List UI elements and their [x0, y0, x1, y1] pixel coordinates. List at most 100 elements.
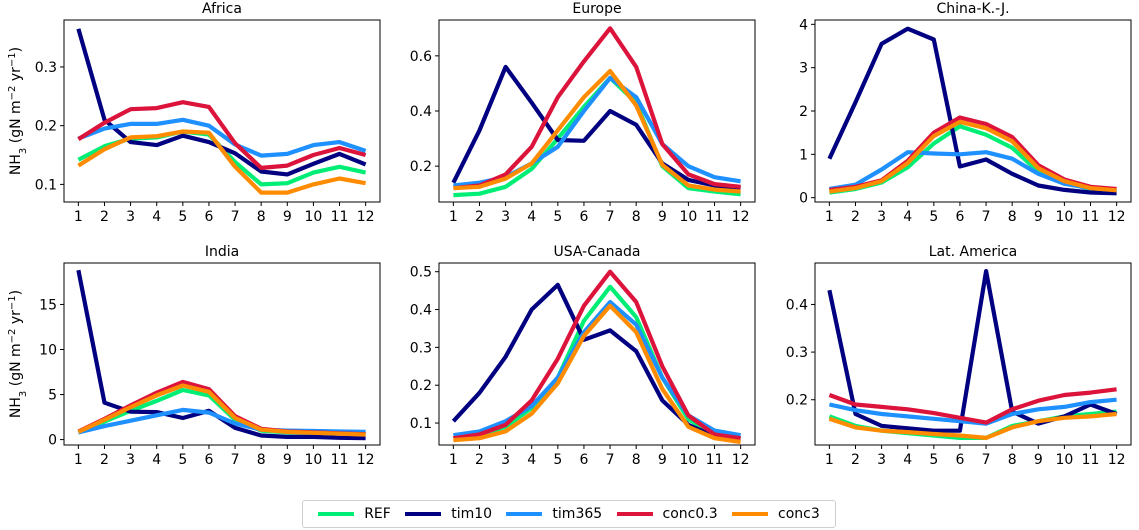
- y-tick-label-china-k-j-4: 4: [799, 17, 808, 33]
- x-tick-label-africa-6: 6: [204, 209, 213, 225]
- x-tick-label-china-k-j-4: 4: [903, 209, 912, 225]
- y-tick-label-china-k-j-0: 0: [799, 191, 808, 207]
- x-tick-label-china-k-j-9: 9: [1034, 209, 1043, 225]
- x-tick-label-lat-america-3: 3: [877, 452, 886, 468]
- x-tick-label-africa-3: 3: [126, 209, 135, 225]
- x-tick-label-africa-10: 10: [304, 209, 322, 225]
- y-axis-label-africa-superscript-7: −1: [7, 52, 18, 67]
- legend-item-tim365: tim365: [506, 506, 602, 522]
- x-tick-label-usa-canada-8: 8: [632, 452, 641, 468]
- x-tick-label-usa-canada-7: 7: [606, 452, 615, 468]
- panel-title-india: India: [205, 244, 239, 260]
- legend-swatch-conc0.3: [616, 512, 653, 516]
- y-axis-label-india-part-9: ): [8, 290, 24, 295]
- x-tick-label-usa-canada-6: 6: [579, 452, 588, 468]
- panel-title-usa-canada: USA-Canada: [554, 244, 641, 260]
- x-tick-label-lat-america-8: 8: [1008, 452, 1017, 468]
- series-line-lat-america-conc3: [828, 411, 1117, 440]
- x-tick-label-china-k-j-11: 11: [1082, 209, 1100, 225]
- plot-frame-india: [63, 262, 381, 446]
- y-axis-label-africa-part-3: (gN m: [8, 100, 24, 147]
- x-tick-label-africa-1: 1: [74, 209, 83, 225]
- y-tick-label-europe-0: 0.2: [410, 159, 432, 175]
- x-tick-label-africa-5: 5: [178, 209, 187, 225]
- series-line-usa-canada-conc0-3: [453, 269, 741, 441]
- y-tick-label-china-k-j-1: 1: [799, 147, 808, 163]
- x-tick-label-usa-canada-1: 1: [449, 452, 458, 468]
- y-tick-label-africa-1: 0.2: [35, 119, 57, 135]
- y-tick-label-china-k-j-2: 2: [799, 104, 808, 120]
- x-tick-label-africa-4: 4: [152, 209, 161, 225]
- x-tick-label-china-k-j-5: 5: [929, 209, 938, 225]
- x-tick-label-india-3: 3: [126, 452, 135, 468]
- series-line-lat-america-tim365: [828, 397, 1117, 426]
- plot-frame-lat-america: [814, 262, 1132, 446]
- x-tick-label-china-k-j-8: 8: [1008, 209, 1017, 225]
- series-line-europe-conc3: [453, 68, 741, 194]
- x-tick-label-lat-america-4: 4: [903, 452, 912, 468]
- panel-title-africa: Africa: [202, 1, 242, 17]
- y-tick-label-india-3: 15: [39, 297, 57, 313]
- y-tick-label-africa-2: 0.3: [35, 60, 57, 76]
- series-line-africa-conc0-3: [77, 100, 367, 170]
- y-tick-label-china-k-j-3: 3: [799, 61, 808, 77]
- y-axis-label-india-subscript-1: 3: [18, 391, 29, 397]
- y-tick-label-africa-0: 0.1: [35, 177, 57, 193]
- x-tick-label-india-7: 7: [231, 452, 240, 468]
- x-tick-label-europe-1: 1: [449, 209, 458, 225]
- x-tick-label-europe-3: 3: [501, 209, 510, 225]
- x-tick-label-india-9: 9: [283, 452, 292, 468]
- x-tick-label-usa-canada-9: 9: [658, 452, 667, 468]
- x-tick-label-china-k-j-3: 3: [877, 209, 886, 225]
- x-tick-label-africa-9: 9: [283, 209, 292, 225]
- plot-frame-usa-canada: [438, 262, 756, 446]
- y-axis-label-india: NH3 (gN m−2 yr−1): [7, 290, 29, 418]
- series-line-usa-canada-tim10: [451, 282, 741, 441]
- x-tick-label-europe-4: 4: [527, 209, 536, 225]
- x-tick-label-china-k-j-6: 6: [955, 209, 964, 225]
- x-tick-label-lat-america-12: 12: [1108, 452, 1126, 468]
- y-tick-label-lat-america-2: 0.4: [786, 297, 808, 313]
- y-tick-label-europe-1: 0.4: [410, 104, 432, 120]
- x-tick-label-africa-2: 2: [100, 209, 109, 225]
- x-tick-label-lat-america-11: 11: [1082, 452, 1100, 468]
- x-tick-label-africa-12: 12: [357, 209, 375, 225]
- y-axis-label-india-part-3: (gN m: [8, 343, 24, 390]
- x-tick-label-europe-12: 12: [732, 209, 750, 225]
- series-line-usa-canada-ref: [453, 284, 741, 441]
- x-tick-label-lat-america-5: 5: [929, 452, 938, 468]
- series-line-china-k-j-conc3: [829, 119, 1117, 194]
- x-tick-label-china-k-j-12: 12: [1108, 209, 1126, 225]
- x-tick-label-europe-6: 6: [579, 209, 588, 225]
- legend-label-ref: REF: [364, 506, 391, 522]
- y-axis-label-africa-superscript-4: −2: [7, 86, 18, 101]
- y-tick-label-europe-2: 0.6: [410, 49, 432, 65]
- series-line-lat-america-tim10: [827, 269, 1118, 433]
- series-line-europe-conc0-3: [453, 26, 741, 191]
- y-tick-label-usa-canada-3: 0.4: [410, 303, 432, 319]
- y-tick-label-usa-canada-2: 0.3: [410, 340, 432, 356]
- y-tick-label-usa-canada-0: 0.1: [410, 416, 432, 432]
- x-tick-label-lat-america-9: 9: [1034, 452, 1043, 468]
- y-axis-label-africa: NH3 (gN m−2 yr−1): [7, 47, 29, 175]
- y-tick-label-india-2: 10: [39, 342, 57, 358]
- legend-label-conc3: conc3: [778, 506, 820, 522]
- x-tick-label-china-k-j-10: 10: [1055, 209, 1073, 225]
- series-line-china-k-j-tim10: [827, 26, 1117, 196]
- x-tick-label-india-5: 5: [178, 452, 187, 468]
- series-line-africa-tim365: [77, 117, 367, 158]
- legend-label-tim10: tim10: [451, 506, 493, 522]
- x-tick-label-india-2: 2: [100, 452, 109, 468]
- x-tick-label-europe-9: 9: [658, 209, 667, 225]
- y-axis-label-india-superscript-7: −1: [7, 295, 18, 310]
- y-tick-label-usa-canada-4: 0.5: [410, 265, 432, 281]
- x-tick-label-china-k-j-7: 7: [982, 209, 991, 225]
- x-tick-label-europe-7: 7: [606, 209, 615, 225]
- y-tick-label-lat-america-1: 0.3: [786, 345, 808, 361]
- series-line-europe-tim10: [451, 64, 741, 191]
- legend-label-conc0.3: conc0.3: [662, 506, 718, 522]
- x-tick-label-europe-8: 8: [632, 209, 641, 225]
- x-tick-label-india-1: 1: [74, 452, 83, 468]
